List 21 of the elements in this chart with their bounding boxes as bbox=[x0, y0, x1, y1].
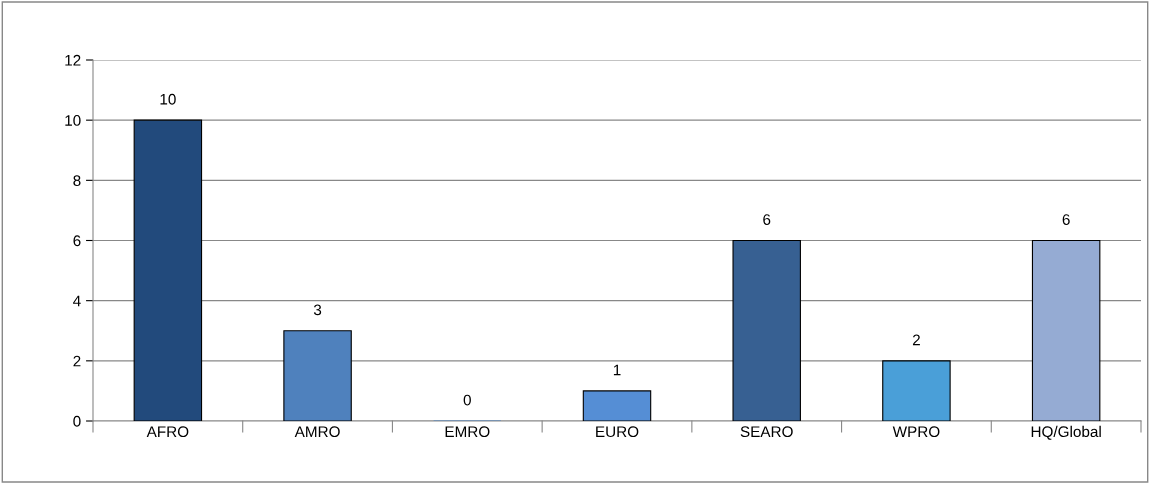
data-label: 0 bbox=[463, 394, 471, 406]
y-tick-label: 12 bbox=[65, 54, 81, 66]
y-tick-label: 4 bbox=[73, 295, 81, 307]
y-tick-label: 8 bbox=[73, 175, 81, 187]
data-label: 3 bbox=[313, 304, 322, 316]
x-tick-label: AFRO bbox=[146, 426, 189, 438]
data-label: 6 bbox=[763, 214, 771, 225]
y-tick-label: 2 bbox=[73, 355, 81, 367]
data-label: 10 bbox=[160, 93, 176, 105]
data-label: 1 bbox=[613, 364, 621, 376]
y-tick-label: 0 bbox=[73, 415, 81, 427]
x-tick-label: WPRO bbox=[892, 426, 940, 438]
x-tick-label: EMRO bbox=[445, 426, 490, 438]
y-tick-label: 6 bbox=[73, 235, 81, 247]
data-label: 2 bbox=[912, 334, 920, 346]
data-label: 6 bbox=[1062, 214, 1070, 225]
x-tick-label: AMRO bbox=[294, 426, 340, 438]
x-tick-label: HQ/Global bbox=[1031, 425, 1101, 440]
x-tick-label: SEARO bbox=[740, 426, 793, 438]
y-tick-label: 10 bbox=[65, 115, 81, 126]
x-tick-label: EURO bbox=[596, 426, 639, 438]
